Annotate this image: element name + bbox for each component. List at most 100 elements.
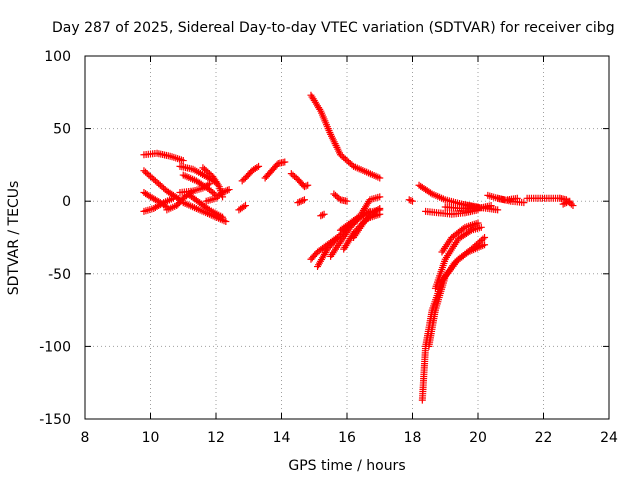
data-point (407, 196, 415, 204)
series-pass-30 (441, 202, 495, 212)
data-point (302, 182, 310, 190)
x-tick-label: 24 (600, 430, 618, 446)
y-tick-label: -100 (39, 339, 71, 355)
axis-ticks (84, 55, 610, 420)
series-pass-10 (186, 191, 227, 221)
series-pass-29 (422, 206, 482, 218)
data-point (318, 211, 326, 219)
y-tick-label: 100 (44, 49, 71, 65)
data-point (332, 235, 340, 243)
data-point (564, 198, 572, 206)
x-tick-label: 18 (404, 430, 422, 446)
data-point (299, 196, 307, 204)
series-pass-26 (431, 223, 485, 292)
y-tick-label: -150 (39, 412, 71, 428)
data-point (466, 227, 474, 235)
data-point (409, 197, 416, 205)
data-point (253, 163, 261, 171)
data-point (281, 158, 289, 166)
series-pass-27 (438, 219, 482, 256)
data-point (481, 234, 489, 241)
series-pass-22 (317, 190, 351, 220)
data-point (494, 206, 502, 214)
data-point (559, 200, 567, 208)
y-tick-label: 0 (62, 194, 71, 210)
data-point (223, 186, 231, 194)
x-axis-label: GPS time / hours (288, 458, 405, 474)
data-point (320, 210, 328, 218)
data-point (520, 199, 528, 207)
x-tick-label: 10 (142, 430, 160, 446)
series-pass-25 (425, 234, 489, 350)
data-point (317, 212, 325, 220)
series-pass-01 (140, 149, 187, 165)
data-point (255, 162, 263, 170)
data-point (169, 194, 177, 202)
data-point (376, 204, 384, 212)
data-point (214, 181, 222, 189)
data-point (566, 197, 574, 205)
series-pass-23 (350, 204, 384, 241)
data-point (348, 161, 356, 169)
series-pass-14 (261, 158, 289, 182)
data-point (179, 157, 187, 165)
y-tick-labels: -150 -100 -50 0 50 100 (39, 49, 71, 428)
data-point (297, 197, 305, 205)
data-point (477, 223, 485, 231)
data-point (374, 206, 382, 214)
x-tick-label: 8 (81, 430, 90, 446)
x-tick-label: 16 (338, 430, 356, 446)
series-pass-12 (202, 186, 233, 205)
x-tick-label: 20 (469, 430, 487, 446)
y-axis-label: SDTVAR / TECUs (6, 181, 22, 296)
data-point (569, 202, 577, 210)
x-tick-label: 14 (273, 430, 291, 446)
y-tick-label: -50 (48, 267, 71, 283)
data-point (220, 188, 228, 196)
data-point (296, 198, 304, 206)
x-tick-label: 12 (207, 430, 225, 446)
data-point (219, 188, 227, 196)
series-pass-16 (307, 91, 384, 182)
series-pass-21 (336, 193, 384, 234)
data-point (225, 186, 233, 194)
data-point (219, 213, 227, 221)
series-pass-18 (307, 234, 341, 263)
data-point (479, 235, 487, 243)
data-point (204, 205, 212, 213)
data-point (474, 219, 482, 227)
data-point (459, 225, 467, 233)
x-tick-labels: 8 10 12 14 16 18 20 22 24 (81, 430, 618, 446)
data-point (304, 181, 312, 189)
series-pass-34 (556, 194, 577, 210)
data-point (481, 241, 489, 249)
x-tick-label: 22 (535, 430, 553, 446)
data-point (376, 174, 384, 182)
data-point (158, 200, 166, 208)
data-point (222, 218, 230, 226)
data-point (376, 193, 384, 201)
data-point (241, 202, 249, 210)
series-pass-04 (140, 194, 177, 215)
series-pass-07 (176, 162, 220, 186)
data-point (294, 199, 302, 207)
data-marks (140, 91, 577, 404)
data-point (343, 197, 351, 205)
series-pass-15 (287, 170, 312, 207)
data-point (561, 199, 569, 207)
chart-title: Day 287 of 2025, Sidereal Day-to-day VTE… (52, 20, 615, 36)
data-point (240, 203, 248, 211)
series-pass-32 (494, 194, 528, 207)
data-point (300, 183, 308, 191)
data-point (427, 189, 435, 197)
data-point (405, 196, 413, 204)
grid (85, 56, 609, 419)
data-point (333, 234, 341, 241)
series-pass-09 (179, 199, 230, 226)
series-pass-13 (235, 162, 263, 214)
y-tick-label: 50 (53, 122, 71, 138)
data-point (300, 196, 308, 204)
data-point (222, 187, 230, 195)
data-point (562, 199, 570, 207)
